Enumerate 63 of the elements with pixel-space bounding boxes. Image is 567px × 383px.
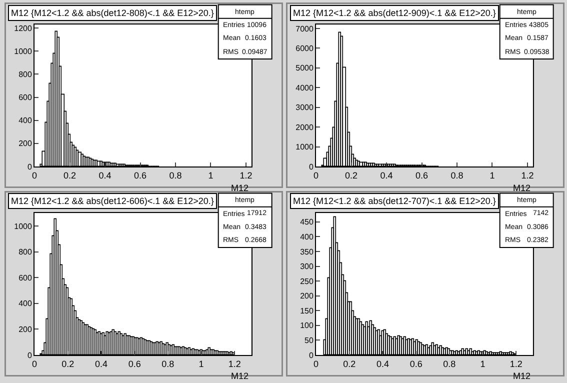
x-tick-label: 0.6 [134, 170, 147, 180]
x-axis-title: M12 [231, 183, 249, 193]
y-tick-label: 400 [300, 232, 314, 242]
y-tick-label: 1000 [14, 46, 32, 56]
x-axis-title: M12 [513, 183, 531, 193]
x-axis-title: M12 [513, 371, 531, 381]
x-tick-label: 0.4 [98, 170, 112, 180]
x-axis-title: M12 [231, 371, 249, 381]
x-tick-label: 0.8 [450, 170, 464, 180]
y-tick-label: 200 [300, 292, 314, 301]
y-tick-label: 1000 [14, 222, 32, 231]
x-tick-label: 1.2 [228, 358, 241, 369]
x-tick-label: 0.6 [416, 170, 428, 180]
x-tick-label: 0.2 [345, 170, 358, 180]
x-tick-label: 0.8 [443, 358, 456, 369]
y-tick-label: 0 [27, 350, 32, 360]
y-tick-label: 4000 [296, 83, 314, 92]
y-tick-label: 300 [300, 262, 314, 272]
y-tick-label: 800 [18, 70, 32, 79]
y-tick-label: 2000 [296, 122, 314, 132]
y-tick-label: 400 [18, 299, 32, 308]
y-tick-label: 350 [300, 247, 314, 256]
x-tick-label: 0.8 [169, 170, 182, 180]
y-tick-label: 400 [18, 116, 32, 126]
y-tick-label: 200 [18, 139, 32, 148]
chart-title: M12 {M12<1.2 && abs(det12-707)<.1 && E12>20.} [293, 196, 496, 206]
y-tick-label: 3000 [296, 103, 314, 112]
chart-title: M12 {M12<1.2 && abs(det12-606)<.1 && E12>20.} [11, 196, 214, 206]
y-tick-label: 6000 [296, 44, 314, 54]
x-tick-label: 1 [198, 358, 204, 369]
y-tick-label: 150 [300, 306, 314, 316]
x-tick-label: 0.4 [94, 358, 108, 369]
x-tick-label: 0.2 [62, 358, 74, 369]
y-tick-label: 600 [18, 273, 32, 282]
y-tick-label: 800 [18, 248, 32, 257]
x-tick-label: 1 [480, 358, 486, 369]
x-tick-label: 0.6 [410, 358, 422, 369]
x-tick-label: 1 [208, 170, 214, 180]
y-tick-label: 50 [304, 336, 314, 346]
chart-title: M12 {M12<1.2 && abs(det12-909)<.1 && E12>20.} [293, 8, 496, 18]
x-tick-label: 1.2 [510, 358, 522, 369]
x-tick-label: 0.6 [128, 358, 141, 369]
y-tick-label: 200 [18, 324, 32, 334]
y-tick-label: 450 [300, 218, 314, 227]
x-tick-label: 0.2 [343, 358, 356, 369]
x-tick-label: 0.4 [380, 170, 393, 180]
x-tick-label: 1 [490, 170, 495, 180]
y-tick-label: 600 [18, 93, 32, 102]
chart-title: M12 {M12<1.2 && abs(det12-808)<.1 && E12>20.} [11, 8, 214, 18]
y-tick-label: 5000 [296, 64, 314, 73]
y-tick-label: 250 [300, 276, 314, 286]
y-tick-label: 1000 [296, 142, 314, 152]
y-tick-label: 0 [308, 350, 314, 360]
x-tick-label: 0.4 [376, 358, 389, 369]
x-tick-label: 1.2 [240, 170, 252, 180]
y-tick-label: 0 [27, 162, 32, 172]
y-tick-label: 1200 [14, 24, 32, 33]
y-tick-label: 0 [308, 162, 314, 172]
y-tick-label: 7000 [296, 24, 314, 34]
x-tick-label: 0.8 [162, 358, 174, 369]
x-tick-label: 0.2 [64, 170, 76, 180]
y-tick-label: 100 [300, 321, 314, 330]
x-tick-label: 1.2 [521, 170, 534, 180]
